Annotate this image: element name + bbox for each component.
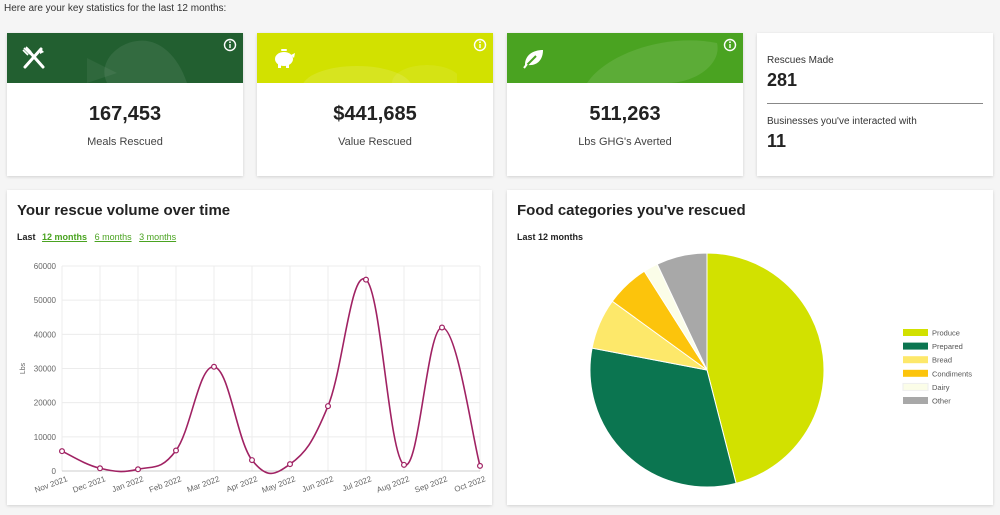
businesses-label: Businesses you've interacted with (767, 116, 917, 127)
rescues-made-value: 281 (767, 70, 798, 90)
x-tick-label: May 2022 (261, 474, 298, 495)
y-tick-label: 20000 (34, 399, 57, 408)
range-6-months-link[interactable]: 6 months (94, 232, 132, 242)
value-rescued-label: Value Rescued (338, 136, 412, 148)
legend-swatch (903, 329, 928, 336)
x-tick-label: Nov 2021 (33, 474, 69, 494)
x-tick-label: Mar 2022 (186, 474, 221, 494)
legend-label: Bread (932, 356, 952, 365)
range-12-months-link[interactable]: 12 months (42, 232, 88, 242)
y-tick-label: 60000 (34, 262, 57, 271)
ghg-averted-label: Lbs GHG's Averted (578, 136, 672, 148)
data-point (439, 324, 446, 331)
meals-rescued-card: 167,453 Meals Rescued (7, 33, 243, 176)
data-point (58, 448, 65, 455)
y-tick-label: 40000 (34, 330, 57, 339)
businesses-value: 11 (767, 131, 787, 151)
y-tick-label: 50000 (34, 296, 57, 305)
pie-slice-other (656, 252, 708, 371)
meals-rescued-header (7, 33, 243, 83)
data-point (401, 461, 408, 468)
food-categories-subtitle: Last 12 months (517, 232, 584, 242)
info-icon[interactable] (723, 38, 737, 52)
ghg-averted-header (507, 33, 743, 83)
rescues-summary-card: Rescues Made 281 Businesses you've inter… (757, 33, 993, 176)
legend-swatch (903, 397, 928, 404)
value-rescued-card: $441,685 Value Rescued (257, 33, 493, 176)
data-point (363, 276, 370, 283)
legend-label: Condiments (932, 369, 972, 378)
legend-swatch (903, 369, 928, 377)
x-tick-label: Feb 2022 (148, 474, 183, 494)
y-tick-label: 30000 (34, 365, 57, 374)
y-tick-label: 10000 (34, 433, 57, 442)
rescue-volume-line-chart: 0 10000 20000 30000 40000 50000 60000 Nov 2021 D… (20, 262, 487, 495)
hand-watermark (87, 40, 187, 83)
y-tick-label: 0 (52, 467, 57, 476)
x-tick-label: Apr 2022 (225, 474, 259, 494)
legend-label: Other (932, 397, 951, 406)
meals-rescued-label: Meals Rescued (87, 136, 163, 148)
leaf-watermark (587, 40, 718, 83)
data-point (325, 403, 332, 410)
rescues-made-label: Rescues Made (767, 55, 834, 66)
leaf-icon (521, 45, 547, 71)
data-point (249, 457, 256, 464)
volume-series-line (61, 278, 481, 475)
legend-swatch (903, 342, 928, 350)
food-categories-pie-chart: Produce Prepared Bread Condiments Dairy Other (589, 252, 972, 488)
data-point (477, 462, 484, 469)
range-selector: Last 12 months 6 months 3 months (17, 232, 181, 242)
legend-label: Prepared (932, 342, 963, 351)
ghg-averted-card: 511,263 Lbs GHG's Averted (507, 33, 743, 176)
piggy-bank-icon (271, 45, 297, 71)
legend-swatch (902, 382, 929, 391)
x-tick-label: Sep 2022 (413, 474, 449, 494)
range-label: Last (17, 232, 36, 242)
legend-label: Dairy (932, 383, 950, 392)
value-rescued-header (257, 33, 493, 83)
meals-rescued-value: 167,453 (88, 103, 162, 125)
info-icon[interactable] (473, 38, 487, 52)
pie-slice-produce (706, 252, 825, 484)
food-categories-card: Food categories you've rescued Last 12 m… (507, 190, 993, 505)
pie-slice-prepared (589, 347, 737, 488)
data-point (211, 363, 218, 370)
info-icon[interactable] (223, 38, 237, 52)
legend-swatch (903, 356, 928, 364)
data-point (96, 465, 103, 472)
x-tick-label: Dec 2021 (71, 474, 107, 494)
x-tick-label: Jul 2022 (341, 474, 373, 493)
data-point (287, 461, 294, 468)
legend-label: Produce (932, 329, 960, 338)
data-point (135, 466, 142, 473)
y-axis-label: Lbs (20, 362, 27, 374)
x-tick-label: Oct 2022 (453, 474, 487, 494)
range-3-months-link[interactable]: 3 months (139, 232, 177, 242)
rescue-volume-card: Your rescue volume over time Last 12 mon… (7, 190, 492, 505)
divider (767, 103, 983, 104)
intro-text: Here are your key statistics for the las… (4, 3, 227, 14)
x-tick-label: Jan 2022 (111, 474, 146, 494)
x-tick-label: Jun 2022 (301, 474, 336, 494)
food-categories-title: Food categories you've rescued (517, 202, 746, 219)
fork-knife-icon (21, 45, 47, 71)
value-rescued-value: $441,685 (333, 103, 417, 125)
x-tick-label: Aug 2022 (375, 474, 411, 494)
data-point (173, 447, 180, 454)
piggy-watermark (303, 65, 457, 83)
ghg-averted-value: 511,263 (589, 103, 661, 125)
rescue-volume-title: Your rescue volume over time (17, 202, 231, 219)
